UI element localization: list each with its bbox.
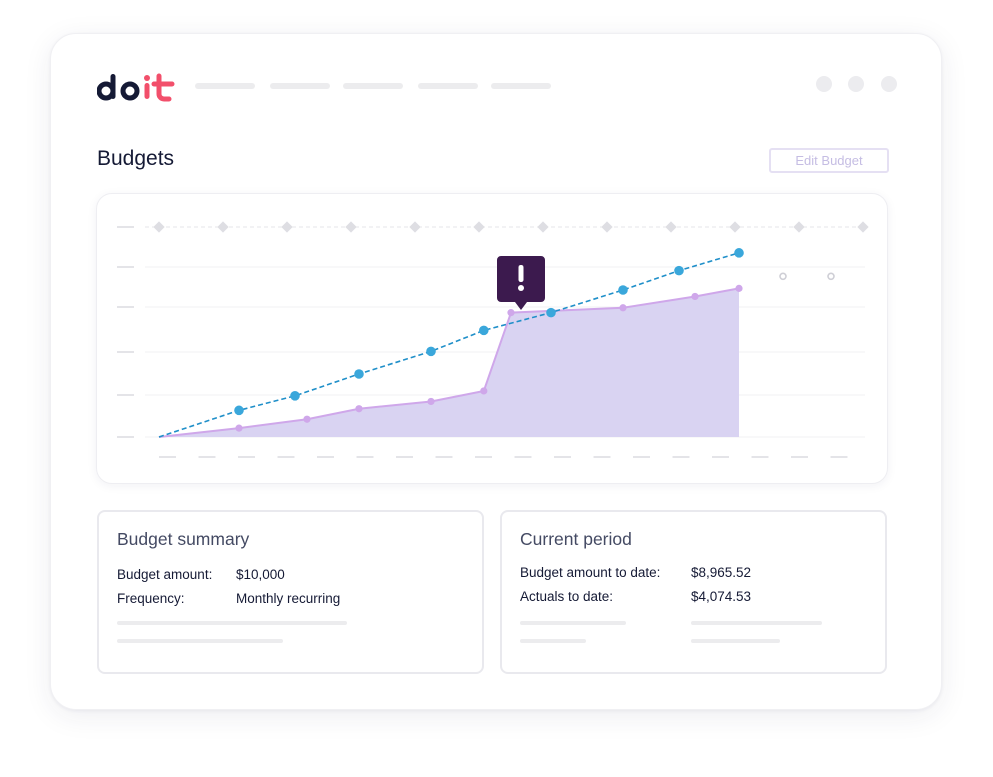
projected-point: [779, 272, 787, 281]
exclamation-icon-dot: [518, 285, 524, 291]
forecast-point: [618, 285, 628, 295]
current-period-card: Current period Budget amount to date: $8…: [500, 510, 887, 674]
forecast-point: [234, 405, 244, 416]
actuals-point: [507, 309, 515, 317]
chart-top-markers: [117, 221, 869, 233]
top-diamond-marker: [153, 221, 165, 233]
nav-placeholder-2[interactable]: [270, 83, 330, 89]
top-diamond-marker: [409, 221, 421, 233]
budget-summary-card: Budget summary Budget amount: $10,000 Fr…: [97, 510, 484, 674]
nav-placeholder-1[interactable]: [195, 83, 255, 89]
budget-to-date-label: Budget amount to date:: [520, 565, 661, 580]
budget-chart-card: [96, 193, 888, 484]
exclamation-icon: [518, 265, 524, 282]
current-period-title: Current period: [520, 529, 632, 549]
nav-placeholder-4[interactable]: [418, 83, 478, 89]
edit-budget-button[interactable]: Edit Budget: [769, 148, 889, 173]
placeholder-line: [520, 621, 626, 625]
forecast-point: [290, 391, 300, 401]
actuals-area: [158, 284, 743, 438]
placeholder-line: [117, 621, 347, 625]
forecast-dashed-line: [158, 252, 740, 438]
forecast-point: [674, 265, 684, 276]
forecast-point: [479, 325, 489, 336]
actuals-point: [480, 387, 488, 395]
alert-badge: [497, 256, 545, 310]
actuals-point: [691, 292, 699, 301]
top-diamond-marker: [473, 221, 485, 233]
window-control-1[interactable]: [816, 76, 832, 92]
frequency-value: Monthly recurring: [236, 591, 341, 606]
forecast-point: [546, 307, 556, 318]
top-diamond-marker: [281, 221, 293, 233]
top-diamond-marker: [345, 221, 357, 233]
forecast-point: [426, 346, 436, 357]
top-diamond-marker: [729, 221, 741, 233]
actuals-point: [427, 397, 435, 406]
placeholder-line: [691, 621, 822, 625]
actuals-point: [235, 424, 243, 432]
window-control-2[interactable]: [848, 76, 864, 92]
actuals-to-date-value: $4,074.53: [691, 589, 752, 604]
projected-points: [779, 272, 835, 281]
placeholder-line: [117, 639, 283, 643]
nav-placeholder-5[interactable]: [491, 83, 551, 89]
top-diamond-marker: [601, 221, 613, 233]
actuals-point: [303, 415, 311, 423]
placeholder-line: [520, 639, 586, 643]
projected-point: [827, 272, 835, 281]
forecast-line: [158, 248, 744, 438]
forecast-point: [734, 248, 744, 258]
forecast-point: [354, 369, 364, 379]
top-diamond-marker: [665, 221, 677, 233]
top-diamond-marker: [793, 221, 805, 233]
actuals-point: [355, 405, 363, 413]
budget-amount-value: $10,000: [236, 567, 285, 582]
budget-amount-label: Budget amount:: [117, 567, 213, 582]
actuals-to-date-label: Actuals to date:: [520, 589, 614, 604]
frequency-label: Frequency:: [117, 591, 185, 606]
budget-to-date-value: $8,965.52: [691, 565, 752, 580]
top-diamond-marker: [857, 221, 869, 233]
nav-placeholder-3[interactable]: [343, 83, 403, 89]
actuals-point: [619, 304, 627, 312]
actuals-point: [735, 284, 743, 292]
actuals-area-fill: [159, 288, 739, 437]
top-diamond-marker: [217, 221, 229, 233]
alert-badge-shape: [497, 256, 545, 310]
doit-logo[interactable]: [97, 70, 179, 104]
window-control-3[interactable]: [881, 76, 897, 92]
budget-summary-title: Budget summary: [117, 529, 250, 549]
page-title: Budgets: [97, 147, 175, 170]
app-window: Budgets Edit Budget Budget summary Budge…: [50, 33, 942, 710]
placeholder-line: [691, 639, 780, 643]
budget-chart: [117, 221, 869, 458]
top-diamond-marker: [537, 221, 549, 233]
actuals-line: [158, 287, 740, 438]
